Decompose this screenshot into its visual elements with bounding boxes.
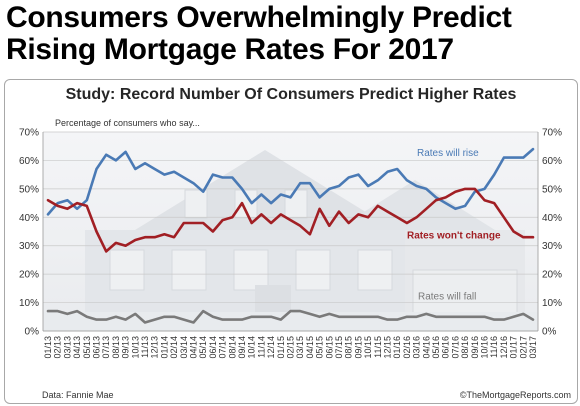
x-tick-label: 11/13 bbox=[140, 336, 150, 358]
y-tick-label-left: 30% bbox=[19, 241, 39, 252]
x-tick-label: 03/14 bbox=[179, 336, 189, 359]
x-tick-label: 10/15 bbox=[363, 336, 373, 359]
x-tick-label: 05/15 bbox=[315, 336, 325, 359]
x-tick-label: 07/13 bbox=[101, 336, 111, 359]
house-window bbox=[171, 249, 207, 291]
credit-note: ©TheMortgageReports.com bbox=[460, 390, 571, 400]
y-tick-label-left: 70% bbox=[19, 128, 39, 139]
y-axis-right: 0% 10% 20% 30% 40% 50% 60% 70% bbox=[542, 128, 562, 338]
x-tick-label: 04/13 bbox=[72, 336, 82, 359]
series-label-1: Rates will rise bbox=[417, 148, 479, 159]
x-tick-label: 03/15 bbox=[295, 336, 305, 359]
x-axis: 01/13 02/13 03/13 04/13 05/13 06/13 07/13 08/13… bbox=[43, 336, 538, 359]
y-axis-left: 0% 10% 20% 30% 40% 50% 60% 70% bbox=[19, 128, 39, 338]
x-tick-label: 05/16 bbox=[431, 336, 441, 359]
x-tick-label: 12/15 bbox=[383, 336, 393, 359]
x-tick-label: 12/16 bbox=[499, 336, 509, 359]
series-labels: Rates will rise Rates won't change Rates w… bbox=[407, 148, 501, 303]
house-upper-window bbox=[184, 189, 208, 219]
x-tick-label: 05/14 bbox=[198, 336, 208, 359]
x-tick-label: 03/16 bbox=[412, 336, 422, 359]
x-tick-label: 08/15 bbox=[344, 336, 354, 359]
x-tick-label: 09/14 bbox=[237, 336, 247, 359]
house-background-illustration bbox=[43, 132, 538, 332]
x-tick-label: 01/16 bbox=[392, 336, 402, 359]
x-tick-label: 01/13 bbox=[43, 336, 53, 359]
series-lines bbox=[46, 147, 535, 324]
house-window bbox=[109, 249, 145, 291]
house-upper-window bbox=[234, 189, 258, 219]
y-axis-label: Percentage of consumers who say... bbox=[55, 118, 200, 128]
series-label-2: Rates won't change bbox=[407, 231, 501, 242]
x-tick-label: 08/16 bbox=[460, 336, 470, 359]
x-tick-label: 11/15 bbox=[373, 336, 383, 358]
x-tick-label: 06/16 bbox=[441, 336, 451, 359]
house-window bbox=[233, 249, 269, 291]
y-tick-label-left: 50% bbox=[19, 184, 39, 195]
y-tick-label-right: 0% bbox=[542, 327, 557, 338]
y-tick-label-right: 20% bbox=[542, 270, 562, 281]
y-tick-label-right: 70% bbox=[542, 128, 562, 139]
headline: Consumers Overwhelmingly Predict Rising … bbox=[6, 2, 576, 66]
chart-card: 0% 10% 20% 30% 40% 50% 60% 70% 0% 10% 20% 30% 40% 50… bbox=[4, 79, 578, 404]
x-tick-label: 11/14 bbox=[256, 336, 266, 358]
x-tick-label: 09/15 bbox=[353, 336, 363, 359]
x-tick-label: 07/16 bbox=[450, 336, 460, 359]
y-tick-label-right: 30% bbox=[542, 241, 562, 252]
x-tick-label: 09/16 bbox=[470, 336, 480, 359]
series-line-2 bbox=[46, 187, 535, 253]
y-tick-label-right: 10% bbox=[542, 298, 562, 309]
x-tick-label: 03/13 bbox=[62, 336, 72, 359]
x-tick-label: 04/16 bbox=[421, 336, 431, 359]
source-note: Data: Fannie Mae bbox=[42, 390, 114, 400]
x-tick-label: 02/16 bbox=[402, 336, 412, 359]
line-chart: 0% 10% 20% 30% 40% 50% 60% 70% 0% 10% 20% 30% 40% 50… bbox=[19, 118, 571, 400]
house-window bbox=[295, 249, 331, 291]
x-tick-label: 06/15 bbox=[324, 336, 334, 359]
x-tick-label: 02/13 bbox=[53, 336, 63, 359]
house-window bbox=[357, 249, 393, 291]
x-tick-label: 08/14 bbox=[227, 336, 237, 359]
y-tick-label-right: 60% bbox=[542, 156, 562, 167]
series-line-3 bbox=[46, 309, 535, 324]
headline-line-1: Consumers Overwhelmingly Predict bbox=[6, 1, 512, 34]
series-label-3: Rates will fall bbox=[418, 292, 476, 303]
x-tick-label: 11/16 bbox=[489, 336, 499, 358]
lawn bbox=[43, 312, 538, 331]
y-tick-label-right: 50% bbox=[542, 184, 562, 195]
y-tick-label-left: 0% bbox=[25, 327, 40, 338]
x-tick-label: 07/15 bbox=[334, 336, 344, 359]
x-tick-label: 05/13 bbox=[82, 336, 92, 359]
x-tick-label: 10/13 bbox=[130, 336, 140, 359]
y-tick-label-left: 10% bbox=[19, 298, 39, 309]
x-tick-label: 04/15 bbox=[305, 336, 315, 359]
headline-line-2: Rising Mortgage Rates For 2017 bbox=[6, 33, 454, 66]
x-tick-label: 12/13 bbox=[150, 336, 160, 359]
chart-title: Study: Record Number Of Consumers Predic… bbox=[65, 86, 517, 103]
x-tick-label: 10/16 bbox=[480, 336, 490, 359]
x-tick-label: 03/17 bbox=[528, 336, 538, 359]
x-tick-label: 06/14 bbox=[208, 336, 218, 359]
x-tick-label: 02/14 bbox=[169, 336, 179, 359]
x-tick-label: 01/14 bbox=[159, 336, 169, 359]
x-tick-label: 08/13 bbox=[111, 336, 121, 359]
x-tick-label: 02/17 bbox=[518, 336, 528, 359]
x-tick-label: 10/14 bbox=[247, 336, 257, 359]
x-tick-label: 09/13 bbox=[121, 336, 131, 359]
x-tick-label: 01/17 bbox=[509, 336, 519, 359]
x-tick-label: 07/14 bbox=[218, 336, 228, 359]
y-tick-label-left: 20% bbox=[19, 270, 39, 281]
y-tick-label-right: 40% bbox=[542, 213, 562, 224]
x-tick-label: 02/15 bbox=[286, 336, 296, 359]
y-tick-label-left: 60% bbox=[19, 156, 39, 167]
y-tick-label-left: 40% bbox=[19, 213, 39, 224]
x-tick-label: 06/13 bbox=[92, 336, 102, 359]
series-line-1 bbox=[46, 147, 535, 216]
x-tick-label: 01/15 bbox=[276, 336, 286, 359]
house-upper-window bbox=[284, 189, 308, 219]
x-tick-label: 04/14 bbox=[189, 336, 199, 359]
x-tick-label: 12/14 bbox=[266, 336, 276, 359]
